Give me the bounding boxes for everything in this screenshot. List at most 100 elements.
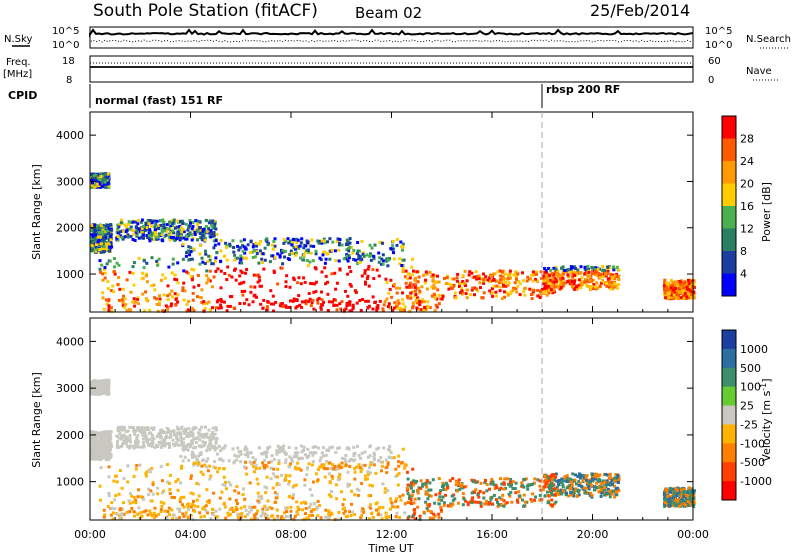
heatmap-cell <box>110 501 114 505</box>
heatmap-cell <box>601 481 605 485</box>
heatmap-cell <box>288 239 292 243</box>
heatmap-cell <box>318 256 322 260</box>
heatmap-cell <box>372 277 376 280</box>
heatmap-cell <box>319 456 323 460</box>
heatmap-cell <box>159 223 163 227</box>
nsky-label: N.Sky <box>4 34 32 45</box>
heatmap-cell <box>679 283 683 287</box>
heatmap-cell <box>90 449 94 452</box>
heatmap-cell <box>254 458 258 462</box>
heatmap-cell <box>272 467 276 471</box>
heatmap-cell <box>674 492 678 496</box>
heatmap-cell <box>95 182 99 186</box>
heatmap-cell <box>290 457 294 461</box>
heatmap-cell <box>302 258 306 262</box>
heatmap-cell <box>692 296 696 300</box>
heatmap-cell <box>597 478 601 481</box>
heatmap-cell <box>309 251 313 255</box>
heatmap-cell <box>90 244 94 248</box>
heatmap-cell <box>277 462 281 465</box>
heatmap-cell <box>432 280 436 284</box>
heatmap-cell <box>302 276 306 280</box>
heatmap-cell <box>522 279 525 283</box>
heatmap-cell <box>295 251 298 255</box>
heatmap-cell <box>360 240 364 243</box>
heatmap-cell <box>322 239 326 243</box>
heatmap-cell <box>334 259 338 262</box>
heatmap-cell <box>264 491 268 495</box>
heatmap-cell <box>523 500 527 504</box>
heatmap-cell <box>187 299 191 303</box>
heatmap-cell <box>319 307 323 311</box>
heatmap-cell <box>239 258 243 262</box>
heatmap-cell <box>533 277 537 281</box>
heatmap-cell <box>95 224 99 228</box>
heatmap-cell <box>533 498 536 502</box>
heatmap-cell <box>117 445 121 449</box>
heatmap-cell <box>116 231 120 235</box>
heatmap-cell <box>498 281 501 285</box>
heatmap-cell <box>150 466 154 470</box>
heatmap-cell <box>459 282 463 286</box>
heatmap-cell <box>166 294 170 298</box>
heatmap-cell <box>284 474 288 477</box>
heatmap-cell <box>343 506 346 510</box>
heatmap-cell <box>142 266 146 270</box>
heatmap-cell <box>306 241 310 245</box>
heatmap-cell <box>328 493 331 497</box>
heatmap-cell <box>305 516 309 520</box>
heatmap-cell <box>98 267 102 271</box>
heatmap-cell <box>396 483 400 487</box>
heatmap-cell <box>383 300 387 304</box>
heatmap-cell <box>311 259 315 263</box>
heatmap-cell <box>356 249 360 253</box>
heatmap-cell <box>117 263 121 267</box>
heatmap-cell <box>120 235 124 239</box>
heatmap-cell <box>606 473 609 477</box>
heatmap-cell <box>312 244 316 248</box>
heatmap-cell <box>365 277 369 280</box>
heatmap-cell <box>108 249 112 253</box>
heatmap-cell <box>186 505 190 509</box>
heatmap-cell <box>324 274 328 278</box>
heatmap-cell <box>542 276 546 280</box>
heatmap-cell <box>352 257 356 261</box>
heatmap-cell <box>239 269 243 273</box>
heatmap-cell <box>116 440 120 444</box>
heatmap-cell <box>137 236 141 240</box>
heatmap-cell <box>547 494 551 498</box>
heatmap-cell <box>375 305 379 309</box>
heatmap-cell <box>401 302 405 306</box>
heatmap-cell <box>413 285 417 289</box>
heatmap-cell <box>550 272 554 276</box>
heatmap-cell <box>325 448 329 452</box>
heatmap-cell <box>206 230 210 234</box>
heatmap-cell <box>142 445 146 449</box>
heatmap-cell <box>238 274 242 278</box>
heatmap-cell <box>91 223 95 227</box>
heatmap-cell <box>553 270 557 274</box>
heatmap-cell <box>612 277 616 280</box>
heatmap-cell <box>432 292 436 296</box>
heatmap-cell <box>543 474 547 478</box>
heatmap-cell <box>238 246 242 250</box>
heatmap-cell <box>132 500 135 504</box>
heatmap-cell <box>272 240 276 243</box>
heatmap-cell <box>90 435 94 439</box>
heatmap-cell <box>471 286 475 290</box>
heatmap-cell <box>545 490 549 494</box>
heatmap-cell <box>512 273 516 277</box>
heatmap-cell <box>552 474 556 478</box>
heatmap-cell <box>172 432 176 436</box>
heatmap-cell <box>191 450 194 454</box>
heatmap-cell <box>360 509 364 513</box>
heatmap-cell <box>186 271 190 275</box>
heatmap-cell <box>189 250 193 254</box>
heatmap-cell <box>168 473 172 477</box>
heatmap-cell <box>242 280 246 284</box>
heatmap-cell <box>300 300 304 304</box>
heatmap-cell <box>204 252 208 256</box>
heatmap-cell <box>593 488 596 492</box>
heatmap-cell <box>669 284 673 288</box>
